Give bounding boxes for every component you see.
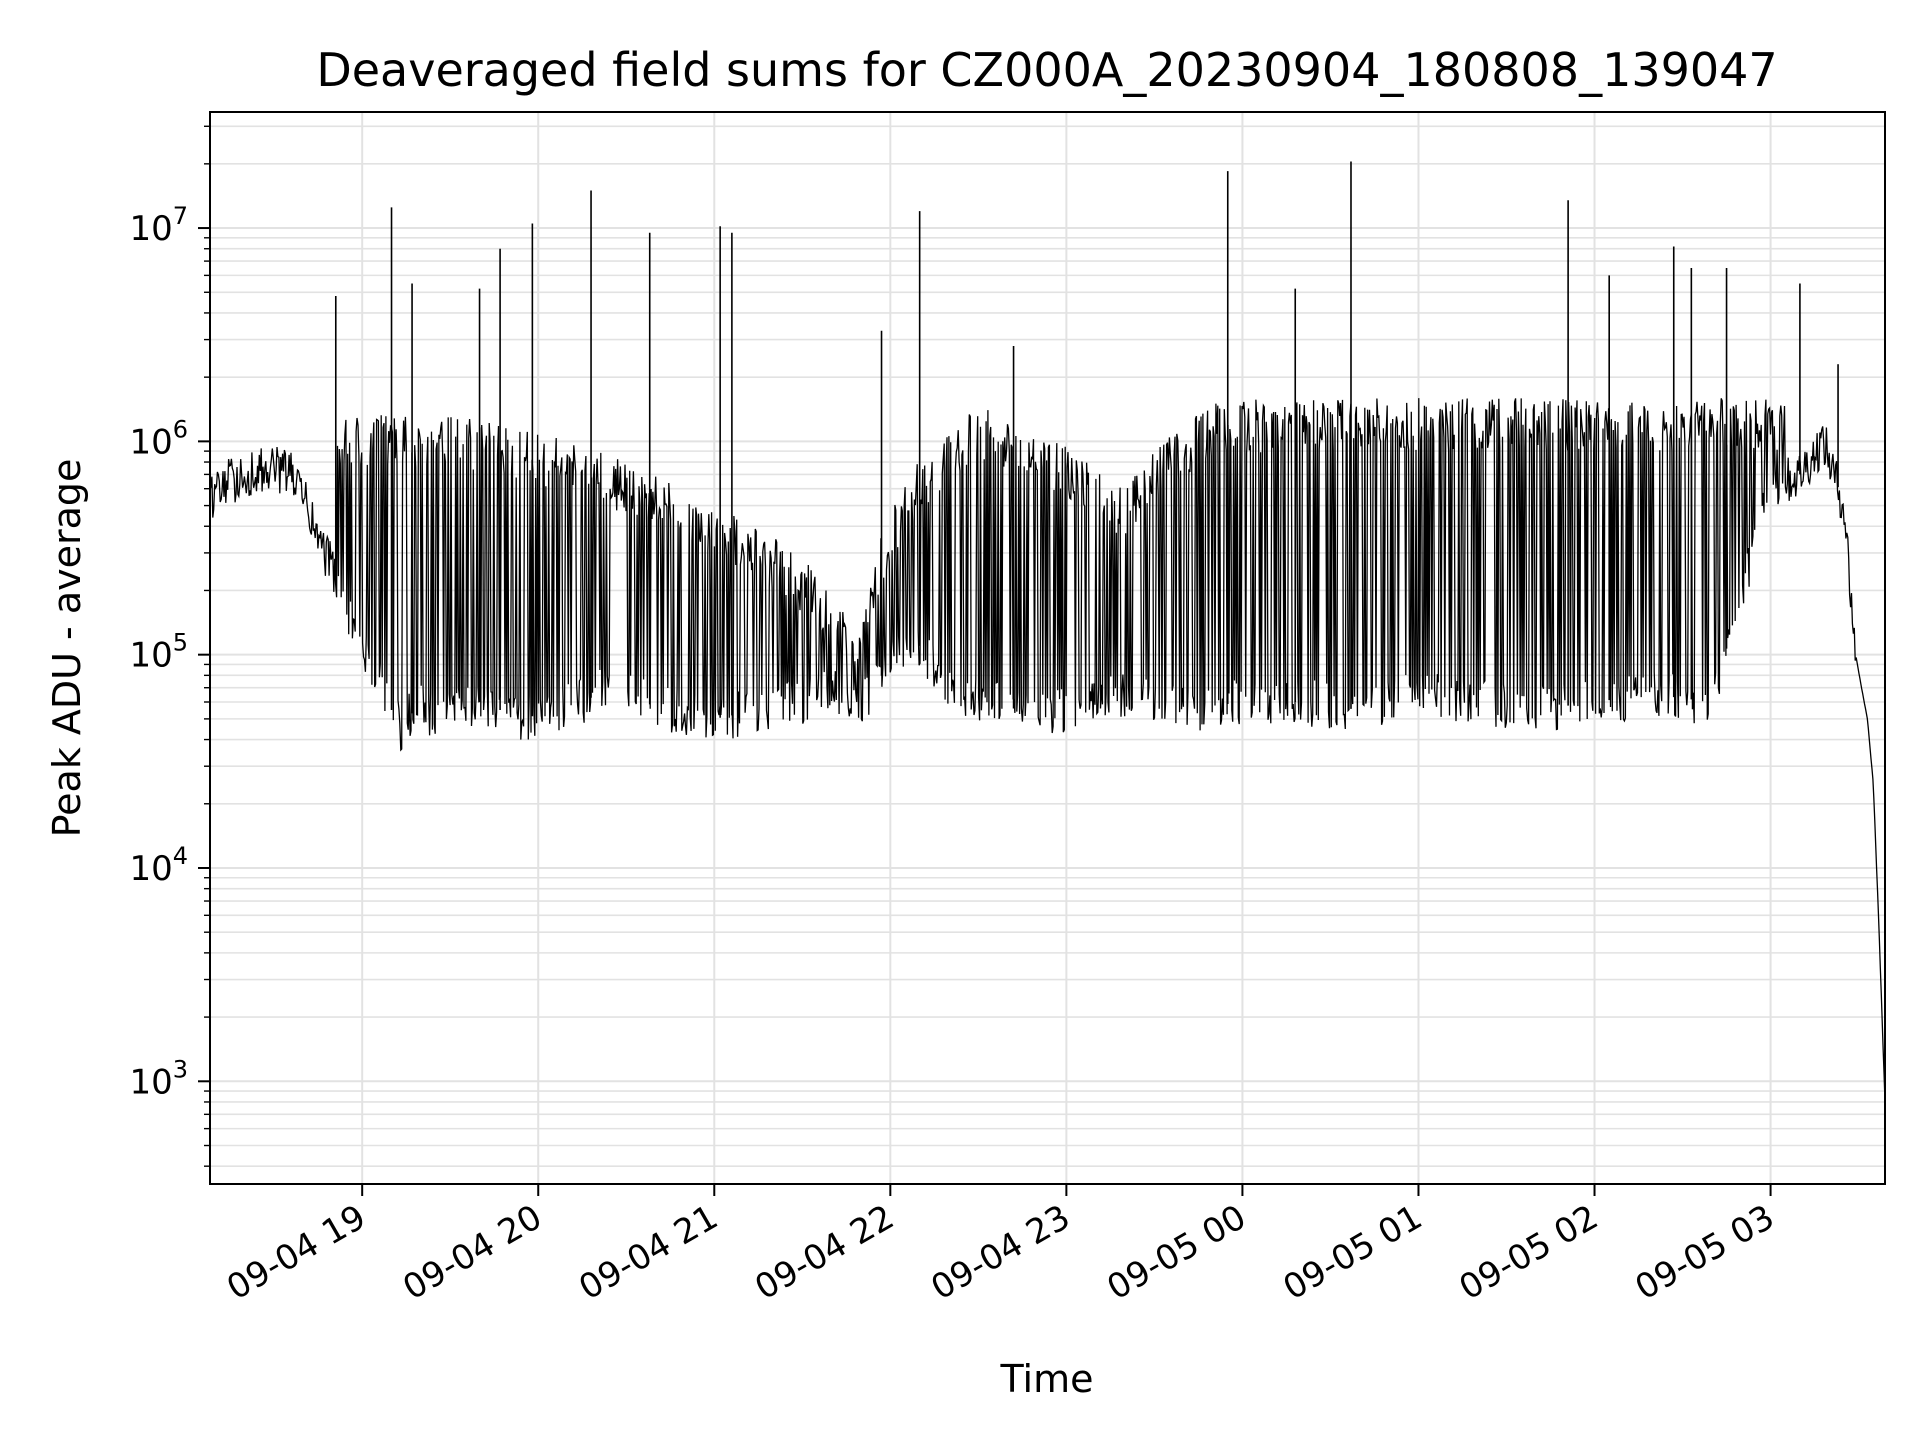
x-axis-label: Time [1000,1357,1094,1401]
chart-title: Deaveraged field sums for CZ000A_2023090… [316,43,1777,97]
y-tick-base: 10 [129,209,172,249]
y-tick-base: 10 [129,849,172,889]
axes-frame [209,111,1886,1185]
y-tick-base: 10 [129,636,172,676]
y-tick-label: 107 [129,202,188,249]
y-tick-exponent: 3 [173,1055,188,1083]
y-tick-label: 103 [129,1055,188,1102]
y-axis-label: Peak ADU - average [45,459,89,838]
y-tick-exponent: 7 [173,202,188,230]
plot-layer [209,161,1886,1103]
y-tick-label: 104 [129,842,188,889]
y-tick-base: 10 [129,422,172,462]
y-tick-base: 10 [129,1062,172,1102]
y-tick-exponent: 6 [173,415,188,443]
y-tick-label: 106 [129,415,188,462]
y-tick-label: 105 [129,629,188,676]
series-line [209,398,1886,1103]
y-tick-exponent: 4 [173,842,188,870]
y-tick-exponent: 5 [173,629,188,657]
